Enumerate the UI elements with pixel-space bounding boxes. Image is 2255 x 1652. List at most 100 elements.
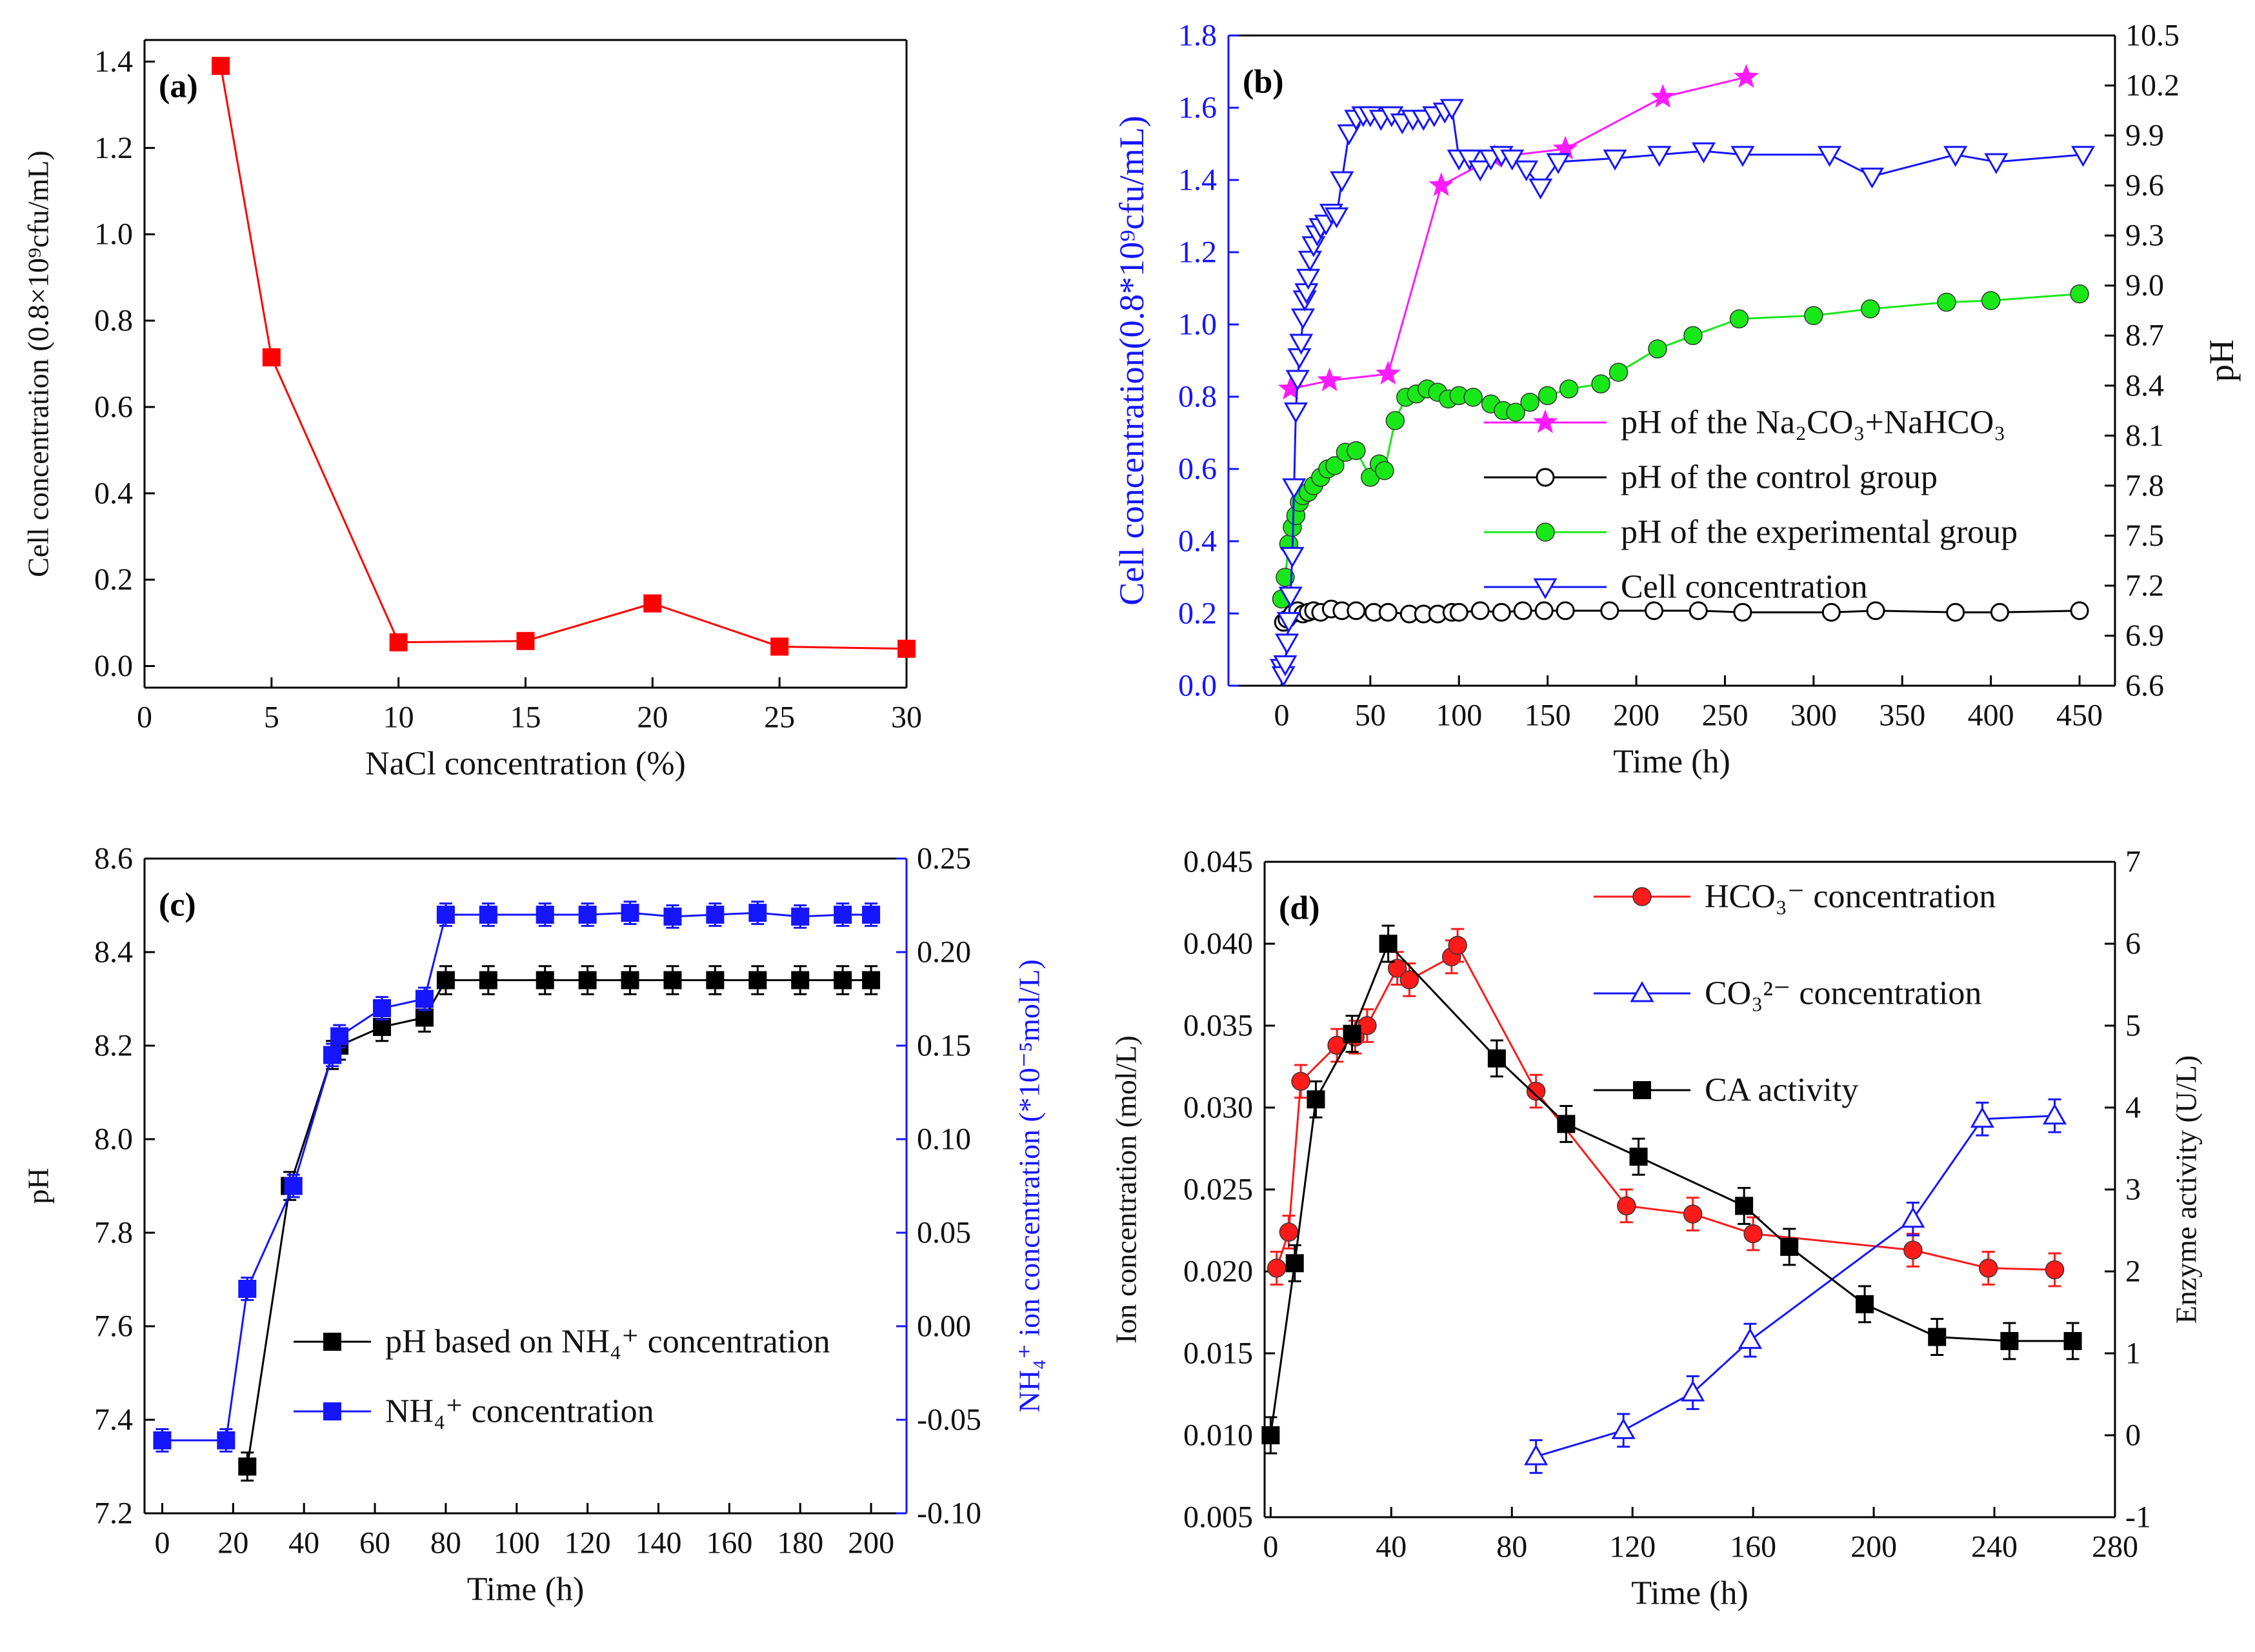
panel-a: 0 5 10 15 20 25 30 0.0 0.2 0.4 0.6 0.8 1.0 1.2 1.4 NaCl… (22, 39, 922, 782)
data-point (1689, 601, 1708, 621)
data-point (1859, 167, 1885, 189)
x-tick-label: 180 (777, 1526, 823, 1560)
y2-tick-label: 6.9 (2125, 619, 2164, 653)
data-point (1273, 655, 1298, 677)
legend-label: NH₄⁺ concentration (385, 1393, 654, 1430)
data-point (415, 990, 434, 1008)
panel-label: (c) (159, 887, 196, 924)
series-line (1269, 942, 2073, 1436)
x-tick-label: 0 (137, 701, 152, 735)
y2-tick-label: 10.5 (2125, 19, 2180, 53)
data-point (1330, 171, 1354, 193)
data-point (323, 1046, 342, 1064)
data-point (1291, 1071, 1310, 1091)
x-tick-label: 40 (288, 1526, 319, 1560)
panel-label: (a) (159, 68, 198, 105)
y2-tick-label: 9.6 (2125, 168, 2164, 203)
data-point (1738, 1328, 1763, 1349)
data-point (1733, 602, 1752, 622)
y2-tick-label: 5 (2125, 1009, 2141, 1043)
data-point (1347, 441, 1366, 461)
data-point (1978, 1259, 1998, 1278)
legend-label: CA activity (1705, 1072, 1858, 1109)
legend-swatch-marker (1533, 578, 1558, 600)
y2-tick-label: 4 (2125, 1091, 2141, 1125)
data-point (1487, 1049, 1506, 1068)
data-point (643, 594, 662, 613)
data-point (1743, 1224, 1763, 1244)
data-point (479, 971, 497, 990)
data-point (1492, 602, 1511, 622)
data-point (770, 637, 789, 656)
legend-label: pH of the control group (1621, 459, 1938, 496)
series-line (1280, 293, 2080, 599)
data-point (1276, 568, 1295, 587)
y-tick-label: 0.8 (94, 304, 133, 338)
y2-tick-label: 0.20 (917, 935, 971, 970)
data-point (1285, 1254, 1304, 1273)
data-point (1275, 633, 1299, 655)
y-tick-label: 0.8 (1178, 380, 1217, 414)
legend-label: pH of the Na₂CO₃+NaHCO₃ (1621, 404, 2005, 441)
data-point (1691, 142, 1716, 164)
data-point (2045, 1260, 2065, 1280)
data-point (1981, 291, 2001, 310)
legend-swatch-marker (323, 1333, 341, 1351)
y2-tick-label: 6 (2125, 927, 2141, 961)
y2-tick-label: 0.25 (917, 842, 971, 876)
data-point (2042, 1103, 2067, 1125)
data-point (1556, 601, 1575, 621)
panel-b: 0 50 100 150 200 250 300 350 400 450 0.0 0.2 0.4 0.6 0… (1112, 19, 2241, 781)
data-point (1378, 602, 1398, 622)
data-point (153, 1431, 172, 1449)
data-point (1520, 392, 1539, 412)
y-tick-label: 0.035 (1183, 1009, 1253, 1043)
data-point (373, 1018, 392, 1036)
data-point (621, 904, 639, 922)
y-tick-label: 0.2 (94, 562, 133, 597)
y-axis-title: Cell concentration (0.8×10⁹cfu/mL) (22, 150, 55, 577)
data-point (1683, 1204, 1703, 1224)
series-b-1 (1274, 599, 2089, 632)
y-tick-label: 0.030 (1183, 1091, 1253, 1125)
y2-tick-label: 9.3 (2125, 219, 2164, 253)
data-point (436, 971, 455, 990)
y-tick-label: 0.005 (1183, 1500, 1253, 1535)
data-point (1448, 935, 1467, 955)
series-d-2 (1261, 924, 2082, 1455)
data-point (389, 633, 408, 652)
x-tick-label: 20 (217, 1526, 248, 1560)
data-point (1343, 1024, 1361, 1043)
legend-d: HCO₃⁻ concentration CO₃²⁻ concentration CA… (1594, 879, 1996, 1109)
y-tick-label: 1.6 (1178, 91, 1217, 125)
x-axis-title: Time (h) (1631, 1575, 1749, 1612)
data-point (1559, 379, 1579, 399)
y2-tick-label: 7.2 (2125, 568, 2164, 602)
y2-axis-title: pH (2202, 339, 2241, 382)
y2-axis-title: Enzyme activity (U/L) (2170, 1055, 2203, 1324)
data-point (1591, 374, 1610, 393)
y-tick-label: 8.6 (94, 842, 133, 876)
legend-label: CO₃²⁻ concentration (1705, 975, 1981, 1012)
panel-c: 0 20 40 60 80 100 120 140 160 180 200 7.2 7.4 7.6 7.8 8… (22, 842, 1046, 1608)
data-point (1375, 361, 1401, 385)
legend-label: pH of the experimental group (1621, 514, 2018, 551)
x-tick-label: 140 (635, 1526, 681, 1560)
x-tick-label: 300 (1790, 699, 1837, 733)
data-point (1526, 1081, 1546, 1101)
data-point (1278, 586, 1303, 608)
y2-tick-label: 1 (2125, 1337, 2141, 1371)
y-tick-label: 0.6 (1178, 452, 1217, 486)
x-tick-label: 160 (1730, 1530, 1776, 1564)
y-axis-title: Ion concentration (mol/L) (1110, 1035, 1143, 1344)
x-tick-label: 200 (1850, 1530, 1897, 1564)
x-tick-label: 100 (1436, 699, 1482, 733)
y-tick-label: 7.6 (94, 1309, 133, 1344)
data-point (1546, 153, 1570, 175)
x-tick-label: 0 (1274, 699, 1289, 733)
data-point (621, 971, 639, 990)
y2-tick-label: -0.05 (917, 1403, 981, 1437)
y2-tick-label: 0.00 (917, 1309, 971, 1344)
y-tick-label: 0.040 (1183, 927, 1253, 961)
data-point (1617, 1196, 1636, 1216)
